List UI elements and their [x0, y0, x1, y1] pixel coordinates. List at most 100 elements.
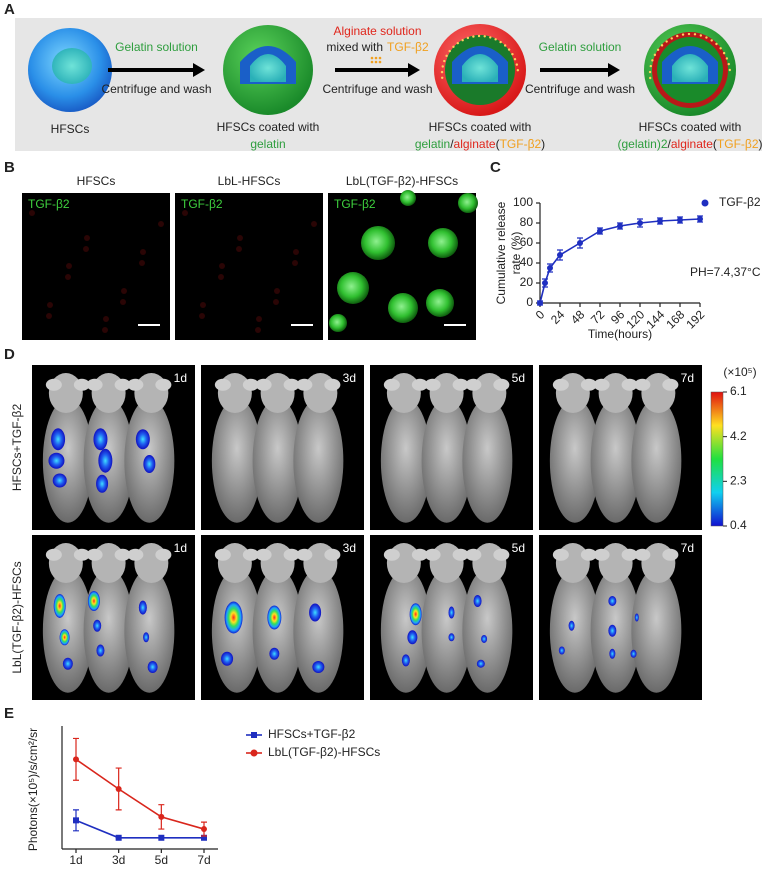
point: [547, 265, 553, 271]
arrow-note: Centrifuge and wash: [101, 82, 211, 96]
tgf-dot: [461, 38, 464, 42]
tgf-dot: [665, 40, 668, 43]
caption-part: gelatin: [415, 137, 450, 151]
mouse-ear: [552, 378, 569, 391]
arrow-note: Centrifuge and wash: [525, 82, 635, 96]
mouse-ear: [593, 548, 610, 561]
tgf-dot: [715, 42, 718, 46]
mouse-ear: [45, 378, 62, 391]
mouse-ear: [580, 378, 597, 391]
mouse-ear: [662, 548, 679, 561]
mouse-ear: [114, 548, 131, 561]
mouse-ear: [634, 378, 651, 391]
caption: Gelatin solution: [539, 40, 622, 54]
mouse-ear: [621, 378, 638, 391]
mouse-body: [549, 568, 600, 693]
mouse-body: [631, 568, 682, 693]
mouse-ear: [452, 378, 469, 391]
signal-spot: [93, 619, 102, 632]
day-label: 5d: [512, 371, 525, 385]
faint-signal: [256, 316, 262, 322]
caption: Gelatin solution: [115, 40, 198, 54]
panel-label: C: [490, 159, 501, 176]
caption-part: gelatin: [250, 137, 285, 151]
mouse-ear: [621, 548, 638, 561]
mouse-ear: [255, 548, 272, 561]
tgf-icon: [374, 56, 378, 60]
mouse-body: [252, 398, 303, 523]
day-label: 7d: [681, 371, 694, 385]
mouse-ear: [242, 548, 259, 561]
point: [637, 220, 643, 226]
point: [557, 252, 563, 258]
point: [73, 817, 79, 824]
mouse-ear: [493, 548, 510, 561]
mouse-body: [380, 568, 431, 693]
faint-signal: [47, 302, 53, 308]
caption-part: /: [450, 137, 454, 151]
faint-signal: [83, 246, 89, 252]
tgf-dot: [670, 37, 673, 40]
tgf-dot: [722, 51, 726, 55]
signal-spot: [634, 613, 639, 622]
caption-part: ): [541, 137, 545, 151]
caption-part: HFSCs coated with: [639, 120, 742, 134]
mouse-ear: [411, 378, 428, 391]
faint-signal: [255, 327, 261, 333]
point: [73, 756, 79, 763]
signal-spot: [568, 620, 575, 631]
signal-spot: [87, 591, 100, 611]
faint-signal: [102, 327, 108, 333]
caption: HFSCs coated with: [639, 120, 742, 134]
signal-spot: [93, 428, 108, 451]
signal-spot: [407, 630, 418, 645]
tgf-dot: [499, 40, 502, 44]
tgf-dot: [466, 36, 470, 40]
mouse-ear: [662, 378, 679, 391]
signal-spot: [96, 474, 109, 493]
mouse-ear: [86, 548, 103, 561]
caption-part: Gelatin solution: [115, 40, 198, 54]
arrow-head: [408, 63, 420, 77]
mouse-ear: [45, 548, 62, 561]
mouse-ear: [127, 548, 144, 561]
mouse-ear: [283, 548, 300, 561]
x-tick-label: 72: [588, 307, 608, 327]
mouse-body: [124, 568, 175, 693]
signal-spot: [448, 633, 455, 642]
tgf-dot: [456, 41, 460, 45]
signal-spot: [224, 601, 243, 634]
signal-spot: [476, 659, 485, 668]
series-line: [539, 218, 701, 304]
tgf-dot: [494, 38, 497, 41]
colorbar-tick-label: 6.1: [730, 384, 747, 398]
tgf-dot: [483, 35, 486, 38]
mouse-body: [549, 398, 600, 523]
mouse-ear: [73, 548, 90, 561]
tgf-dot: [710, 39, 713, 42]
day-label: 1d: [174, 371, 187, 385]
cell-signal: [428, 228, 458, 258]
faint-signal: [236, 246, 242, 252]
signal-spot: [409, 603, 422, 626]
tgf-dot: [507, 48, 511, 51]
y-tick-label: 40: [520, 255, 534, 269]
signal-spot: [48, 452, 65, 469]
tgf-dot: [699, 34, 703, 37]
row-label: HFSCs+TGF-β2: [10, 404, 24, 492]
series-line: [75, 819, 204, 839]
signal-spot: [630, 649, 637, 658]
x-tick-label: 1d: [69, 853, 82, 867]
tgf-dot: [440, 76, 444, 79]
point: [657, 218, 663, 224]
tgf-dot: [656, 48, 660, 52]
tgf-icon: [374, 60, 378, 64]
colorbar: [710, 391, 724, 527]
signal-spot: [558, 646, 565, 655]
nucleus: [52, 48, 92, 84]
day-label: 7d: [681, 541, 694, 555]
caption: gelatin/alginate(TGF-β2): [415, 137, 545, 151]
tgf-dot: [440, 70, 444, 74]
mouse-ear: [242, 378, 259, 391]
tgf-dot: [725, 57, 729, 60]
